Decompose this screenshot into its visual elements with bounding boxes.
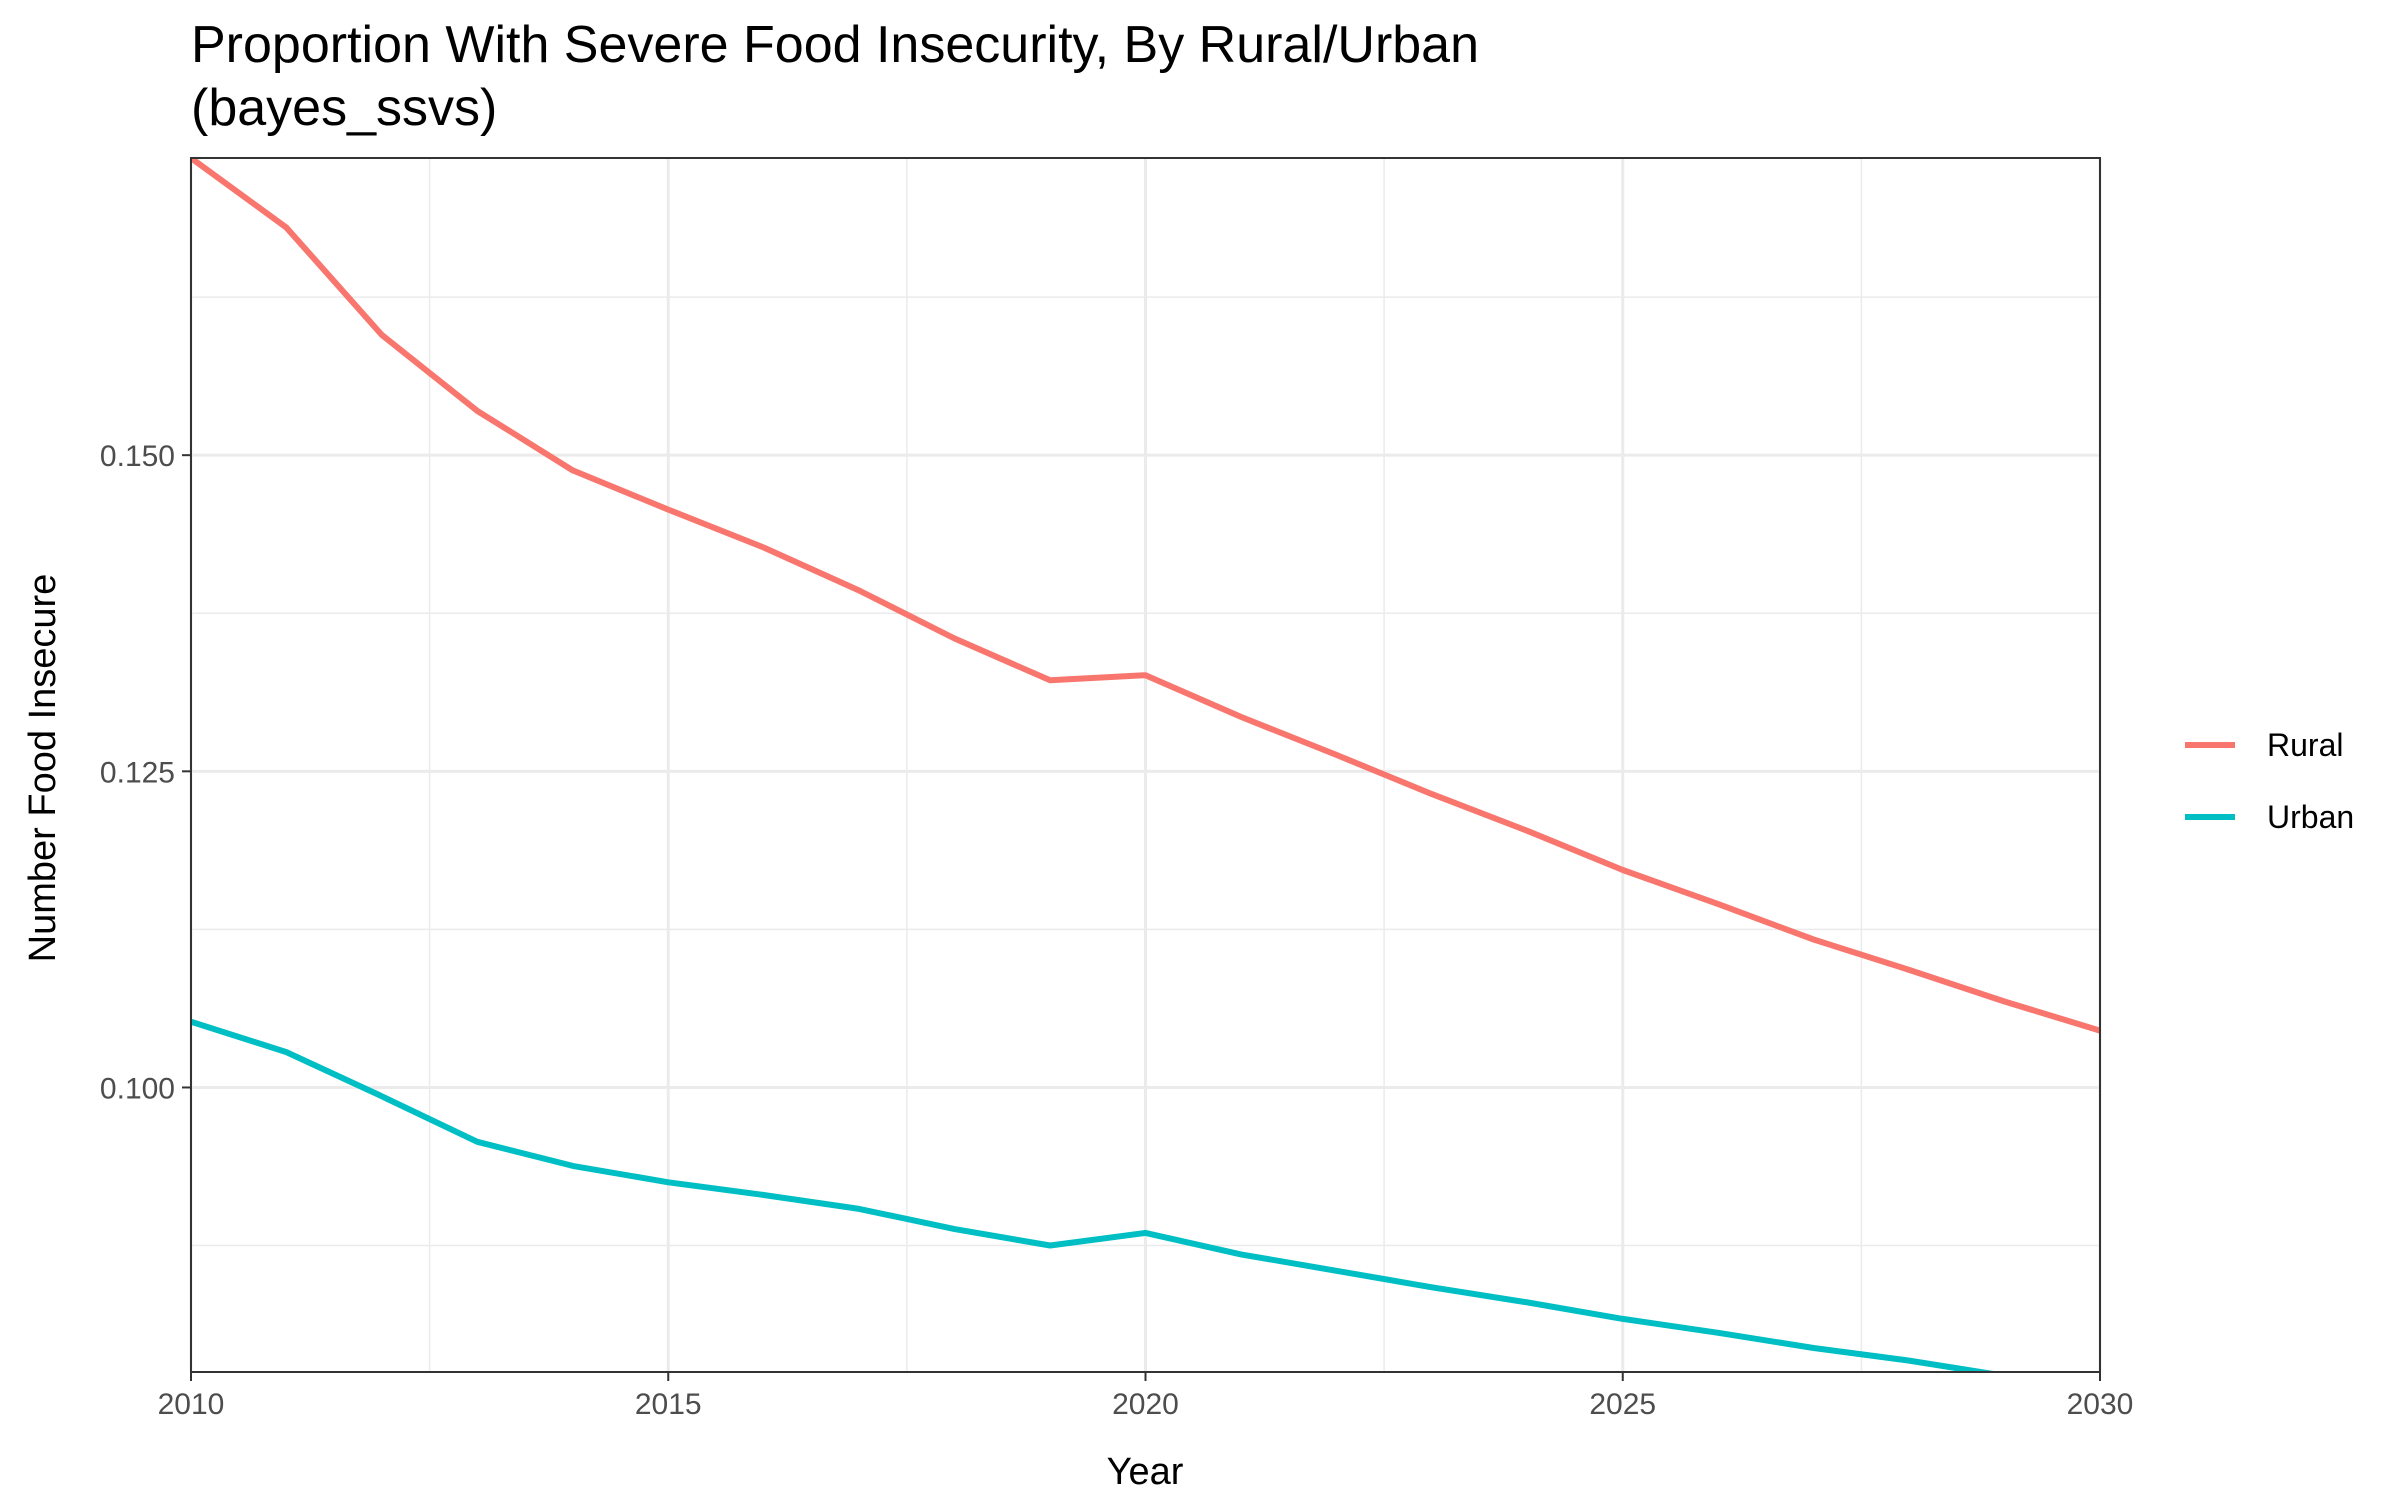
- x-tick-label: 2025: [1589, 1388, 1656, 1421]
- plot-area: 2010 2015 2020 2025 2030 0.100 0.125 0.150: [100, 157, 2134, 1421]
- legend-label-urban: Urban: [2267, 799, 2354, 835]
- x-tick-label: 2010: [158, 1388, 225, 1421]
- y-tick-label: 0.100: [100, 1072, 175, 1105]
- x-tick-label: 2015: [635, 1388, 702, 1421]
- y-tick-label: 0.125: [100, 756, 175, 789]
- chart-subtitle: (bayes_ssvs): [191, 79, 497, 137]
- legend-label-rural: Rural: [2267, 727, 2343, 763]
- y-axis-title: Number Food Insecure: [22, 574, 64, 963]
- x-tick-label: 2020: [1112, 1388, 1179, 1421]
- series-line-urban: [191, 1018, 2000, 1372]
- chart-title: Proportion With Severe Food Insecurity, …: [191, 16, 1479, 74]
- legend: Rural Urban: [2185, 727, 2354, 835]
- y-tick-label: 0.150: [100, 440, 175, 473]
- x-tick-label: 2030: [2067, 1388, 2134, 1421]
- x-axis-title: Year: [1107, 1451, 1184, 1493]
- series-line-rural: [191, 158, 2100, 1034]
